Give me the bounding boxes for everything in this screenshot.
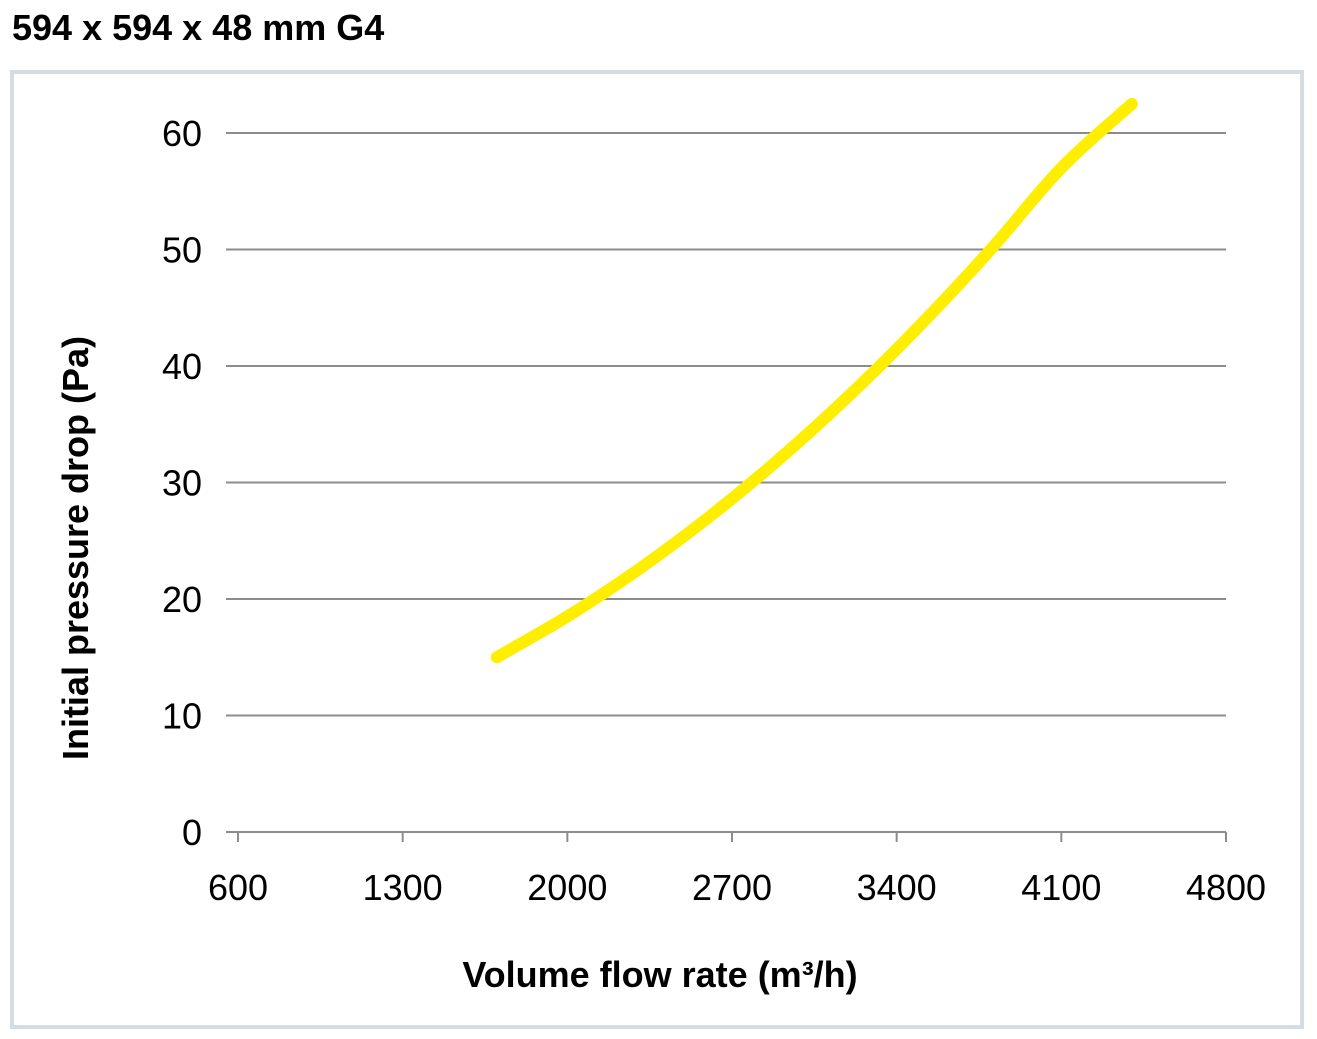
axes xyxy=(226,831,1227,842)
y-tick-label: 30 xyxy=(162,463,202,504)
x-tick-label: 600 xyxy=(208,867,268,908)
series xyxy=(490,97,1138,664)
y-tick-label: 10 xyxy=(162,696,202,737)
x-tick-label: 4100 xyxy=(1021,867,1101,908)
y-tick-label: 60 xyxy=(162,113,202,154)
x-tick-label: 2000 xyxy=(527,867,607,908)
y-tick-label: 20 xyxy=(162,579,202,620)
x-tick-label: 4800 xyxy=(1186,867,1266,908)
chart-title: 594 x 594 x 48 mm G4 xyxy=(12,7,385,48)
tick-labels: 0 10 20 30 40 50 60 600 1300 2000 2700 3400 4100 4800 xyxy=(162,113,1266,908)
y-tick-label: 50 xyxy=(162,230,202,271)
x-axis-label: Volume flow rate (m³/h) xyxy=(462,954,857,995)
x-tick-label: 2700 xyxy=(692,867,772,908)
y-tick-label: 0 xyxy=(182,812,202,853)
gridlines xyxy=(226,132,1226,717)
x-tick-label: 1300 xyxy=(363,867,443,908)
x-tick-label: 3400 xyxy=(857,867,937,908)
series-line-0 xyxy=(490,97,1138,664)
y-tick-label: 40 xyxy=(162,346,202,387)
y-axis-label: Initial pressure drop (Pa) xyxy=(55,336,96,760)
